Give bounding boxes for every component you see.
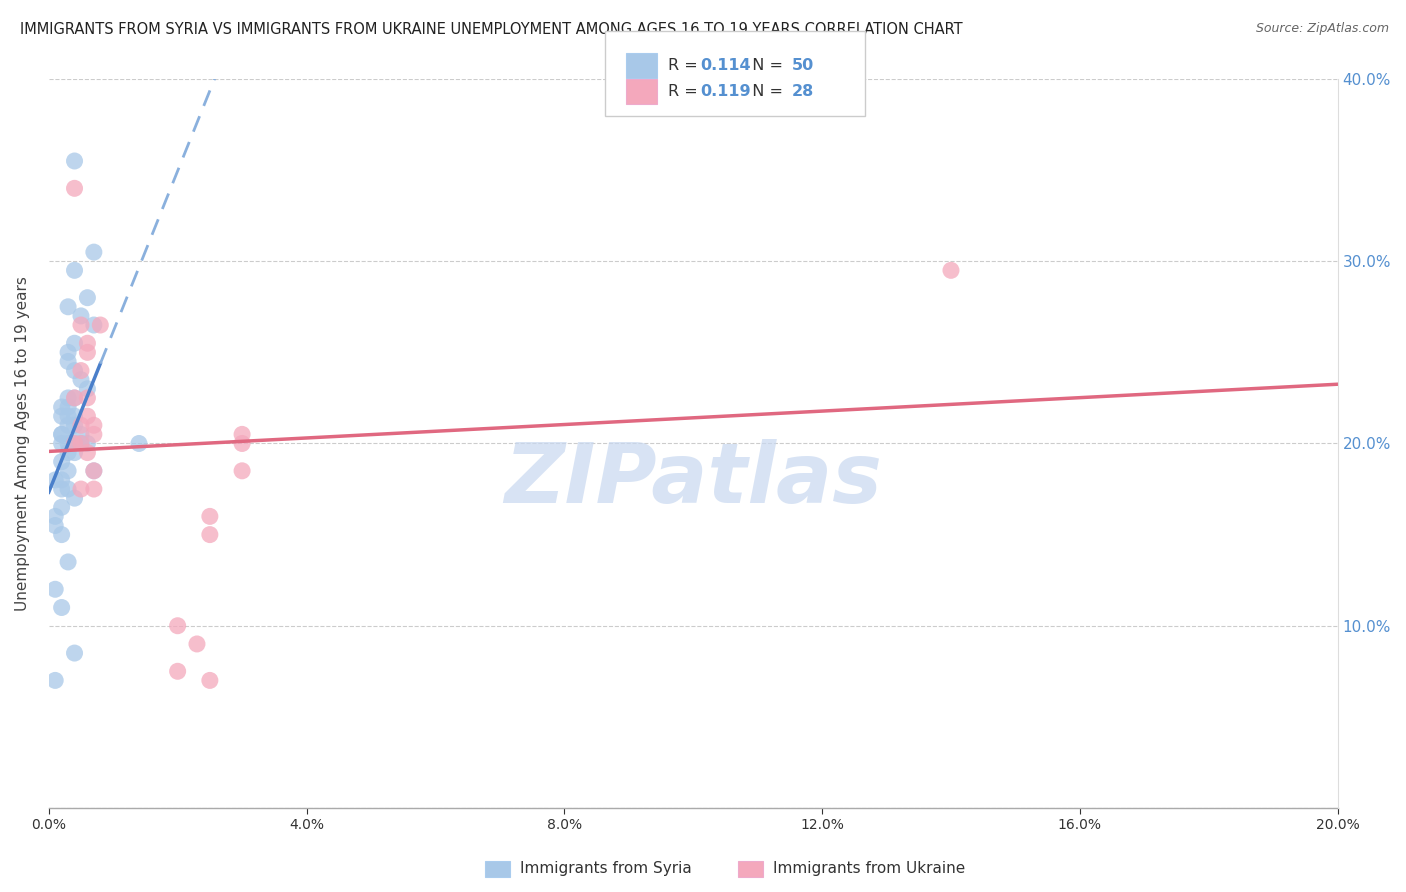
Y-axis label: Unemployment Among Ages 16 to 19 years: Unemployment Among Ages 16 to 19 years — [15, 276, 30, 611]
Point — [70, 363, 93, 377]
Point — [83, 318, 105, 332]
Point — [166, 618, 188, 632]
Point — [89, 318, 111, 332]
Point — [83, 482, 105, 496]
Point — [70, 318, 93, 332]
Point — [56, 300, 79, 314]
Point — [63, 436, 86, 450]
Point — [70, 482, 93, 496]
Point — [51, 400, 73, 414]
Point — [56, 482, 79, 496]
Point — [198, 509, 221, 524]
Text: N =: N = — [742, 84, 789, 99]
Point — [51, 427, 73, 442]
Text: IMMIGRANTS FROM SYRIA VS IMMIGRANTS FROM UKRAINE UNEMPLOYMENT AMONG AGES 16 TO 1: IMMIGRANTS FROM SYRIA VS IMMIGRANTS FROM… — [20, 22, 962, 37]
Point — [63, 181, 86, 195]
Text: N =: N = — [742, 58, 789, 72]
Point — [63, 646, 86, 660]
Point — [63, 418, 86, 433]
Point — [76, 336, 98, 351]
Point — [231, 427, 253, 442]
Point — [56, 418, 79, 433]
Point — [63, 491, 86, 505]
Point — [83, 464, 105, 478]
Point — [70, 427, 93, 442]
Point — [70, 373, 93, 387]
Point — [56, 445, 79, 459]
Point — [76, 409, 98, 424]
Point — [76, 445, 98, 459]
Point — [76, 436, 98, 450]
Point — [76, 382, 98, 396]
Point — [76, 291, 98, 305]
Point — [63, 336, 86, 351]
Text: Immigrants from Ukraine: Immigrants from Ukraine — [773, 862, 966, 876]
Point — [51, 482, 73, 496]
Point — [56, 345, 79, 359]
Point — [231, 464, 253, 478]
Text: ZIPatlas: ZIPatlas — [505, 440, 882, 520]
Point — [51, 409, 73, 424]
Text: R =: R = — [668, 58, 703, 72]
Point — [231, 436, 253, 450]
Text: 28: 28 — [792, 84, 814, 99]
Point — [51, 473, 73, 487]
Point — [44, 518, 66, 533]
Point — [51, 527, 73, 541]
Point — [70, 309, 93, 323]
Point — [56, 400, 79, 414]
Point — [76, 391, 98, 405]
Point — [56, 354, 79, 368]
Point — [51, 427, 73, 442]
Point — [51, 500, 73, 515]
Point — [63, 391, 86, 405]
Point — [63, 409, 86, 424]
Point — [56, 436, 79, 450]
Point — [198, 527, 221, 541]
Point — [44, 582, 66, 597]
Point — [83, 418, 105, 433]
Point — [83, 427, 105, 442]
Point — [70, 436, 93, 450]
Point — [63, 436, 86, 450]
Point — [128, 436, 150, 450]
Point — [44, 473, 66, 487]
Point — [76, 345, 98, 359]
Point — [56, 409, 79, 424]
Point — [51, 600, 73, 615]
Point — [56, 391, 79, 405]
Text: 0.119: 0.119 — [700, 84, 751, 99]
Point — [70, 418, 93, 433]
Point — [166, 665, 188, 679]
Point — [56, 555, 79, 569]
Point — [63, 263, 86, 277]
Point — [83, 245, 105, 260]
Point — [63, 391, 86, 405]
Point — [63, 153, 86, 168]
Point — [44, 509, 66, 524]
Point — [186, 637, 208, 651]
Text: 0.114: 0.114 — [700, 58, 751, 72]
Text: 50: 50 — [792, 58, 814, 72]
Point — [51, 455, 73, 469]
Text: Source: ZipAtlas.com: Source: ZipAtlas.com — [1256, 22, 1389, 36]
Point — [63, 445, 86, 459]
Point — [70, 436, 93, 450]
Point — [198, 673, 221, 688]
Point — [56, 464, 79, 478]
Point — [939, 263, 962, 277]
Point — [83, 464, 105, 478]
Point — [51, 436, 73, 450]
Text: Immigrants from Syria: Immigrants from Syria — [520, 862, 692, 876]
Point — [63, 363, 86, 377]
Text: R =: R = — [668, 84, 703, 99]
Point — [44, 673, 66, 688]
